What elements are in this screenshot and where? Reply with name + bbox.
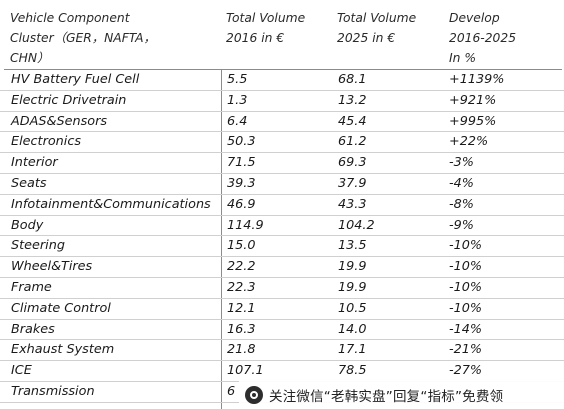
develop-percent: -10% <box>449 300 483 316</box>
volume-2016: 50.3 <box>227 134 256 150</box>
header-text: 2025 in € <box>337 31 396 45</box>
volume-2016: 22.3 <box>227 279 256 295</box>
volume-2025: 37.9 <box>338 175 367 191</box>
table-row: Electric Drivetrain 1.3 13.2 +921% <box>0 91 564 112</box>
table-row: Body 114.9 104.2 -9% <box>0 216 564 237</box>
component-name: Infotainment&Communications <box>11 196 211 212</box>
header-develop: Develop 2016-2025 In % <box>449 8 516 68</box>
table-body: HV Battery Fuel Cell 5.5 68.1 +1139% Ele… <box>0 70 564 403</box>
develop-percent: -14% <box>449 321 483 337</box>
header-text: Total Volume <box>337 11 417 25</box>
develop-percent: +1139% <box>449 72 505 87</box>
volume-2016: 71.5 <box>227 155 256 171</box>
component-name: Frame <box>11 279 52 295</box>
header-text: Cluster（GER，NAFTA， <box>10 31 156 45</box>
volume-2025: 78.5 <box>338 363 367 379</box>
volume-2016: 12.1 <box>227 300 256 316</box>
component-name: Steering <box>11 238 65 254</box>
component-name: Seats <box>11 175 47 191</box>
volume-2016: 21.8 <box>227 342 256 358</box>
volume-2025: 13.5 <box>338 238 367 254</box>
table-row: Seats 39.3 37.9 -4% <box>0 174 564 195</box>
volume-2016: 15.0 <box>227 238 256 254</box>
table-row: Exhaust System 21.8 17.1 -21% <box>0 340 564 362</box>
volume-2025: 19.9 <box>338 279 367 295</box>
header-text: Total Volume <box>226 11 306 25</box>
component-name: Wheel&Tires <box>11 259 93 275</box>
component-name: Brakes <box>11 321 55 337</box>
develop-percent: -10% <box>449 279 483 295</box>
header-text: 2016 in € <box>226 31 285 45</box>
header-total-volume-2016: Total Volume 2016 in € <box>226 8 305 48</box>
component-name: Interior <box>11 155 58 171</box>
volume-2025: 104.2 <box>338 217 375 233</box>
develop-percent: -10% <box>449 238 483 254</box>
table-row: ICE 107.1 78.5 -27% <box>0 361 564 382</box>
volume-2016: 22.2 <box>227 259 256 275</box>
volume-2016: 39.3 <box>227 175 256 191</box>
develop-percent: +22% <box>449 134 489 150</box>
table-row: Infotainment&Communications 46.9 43.3 -8… <box>0 195 564 216</box>
header-divider <box>4 69 562 70</box>
volume-2025: 69.3 <box>338 155 367 171</box>
table-row: Wheel&Tires 22.2 19.9 -10% <box>0 257 564 278</box>
develop-percent: -10% <box>449 259 483 275</box>
volume-2025: 17.1 <box>338 342 367 358</box>
table-row: Electronics 50.3 61.2 +22% <box>0 132 564 154</box>
volume-2025: 45.4 <box>338 113 367 129</box>
volume-2016: 5.5 <box>227 72 248 87</box>
develop-percent: -8% <box>449 196 474 212</box>
volume-2025: 19.9 <box>338 259 367 275</box>
watermark-banner: 关注微信“老韩实盘”回复“指标”免费领 <box>239 381 564 409</box>
develop-percent: +995% <box>449 113 497 129</box>
volume-2025: 61.2 <box>338 134 367 150</box>
component-name: HV Battery Fuel Cell <box>11 72 140 87</box>
table-row: Steering 15.0 13.5 -10% <box>0 236 564 258</box>
component-name: ICE <box>11 363 32 379</box>
volume-2025: 14.0 <box>338 321 367 337</box>
wechat-logo-icon <box>245 386 263 404</box>
volume-2016: 16.3 <box>227 321 256 337</box>
volume-2016: 1.3 <box>227 92 248 108</box>
header-text: 2016-2025 <box>449 31 517 45</box>
volume-2016: 46.9 <box>227 196 256 212</box>
develop-percent: -27% <box>449 363 483 379</box>
column-divider <box>221 70 222 409</box>
header-total-volume-2025: Total Volume 2025 in € <box>337 8 416 48</box>
table-row: Frame 22.3 19.9 -10% <box>0 278 564 299</box>
component-name: Transmission <box>11 383 95 399</box>
volume-2016: 107.1 <box>227 363 264 379</box>
component-name: Electric Drivetrain <box>11 92 127 108</box>
develop-percent: -9% <box>449 217 474 233</box>
header-text: Vehicle Component <box>10 11 130 25</box>
table-row: Climate Control 12.1 10.5 -10% <box>0 299 564 320</box>
component-name: Electronics <box>11 134 82 150</box>
watermark-text: 关注微信“老韩实盘”回复“指标”免费领 <box>269 389 504 405</box>
volume-2025: 68.1 <box>338 72 367 87</box>
component-name: ADAS&Sensors <box>11 113 107 129</box>
component-name: Climate Control <box>11 300 111 316</box>
header-text: CHN） <box>10 51 50 65</box>
volume-2016: 114.9 <box>227 217 264 233</box>
develop-percent: -3% <box>449 155 474 171</box>
develop-percent: +921% <box>449 92 497 108</box>
header-component-cluster: Vehicle Component Cluster（GER，NAFTA， CHN… <box>10 8 156 68</box>
volume-2025: 10.5 <box>338 300 367 316</box>
volume-2016: 6 <box>227 383 236 399</box>
volume-2016: 6.4 <box>227 113 248 129</box>
volume-2025: 13.2 <box>338 92 367 108</box>
develop-percent: -4% <box>449 175 474 191</box>
volume-2025: 43.3 <box>338 196 367 212</box>
develop-percent: -21% <box>449 342 483 358</box>
table-row: ADAS&Sensors 6.4 45.4 +995% <box>0 112 564 133</box>
table-row: HV Battery Fuel Cell 5.5 68.1 +1139% <box>0 70 564 91</box>
header-text: In % <box>449 51 477 65</box>
header-text: Develop <box>449 11 500 25</box>
table-row: Interior 71.5 69.3 -3% <box>0 153 564 174</box>
component-name: Body <box>11 217 44 233</box>
component-name: Exhaust System <box>11 342 115 358</box>
table-row: Brakes 16.3 14.0 -14% <box>0 320 564 341</box>
